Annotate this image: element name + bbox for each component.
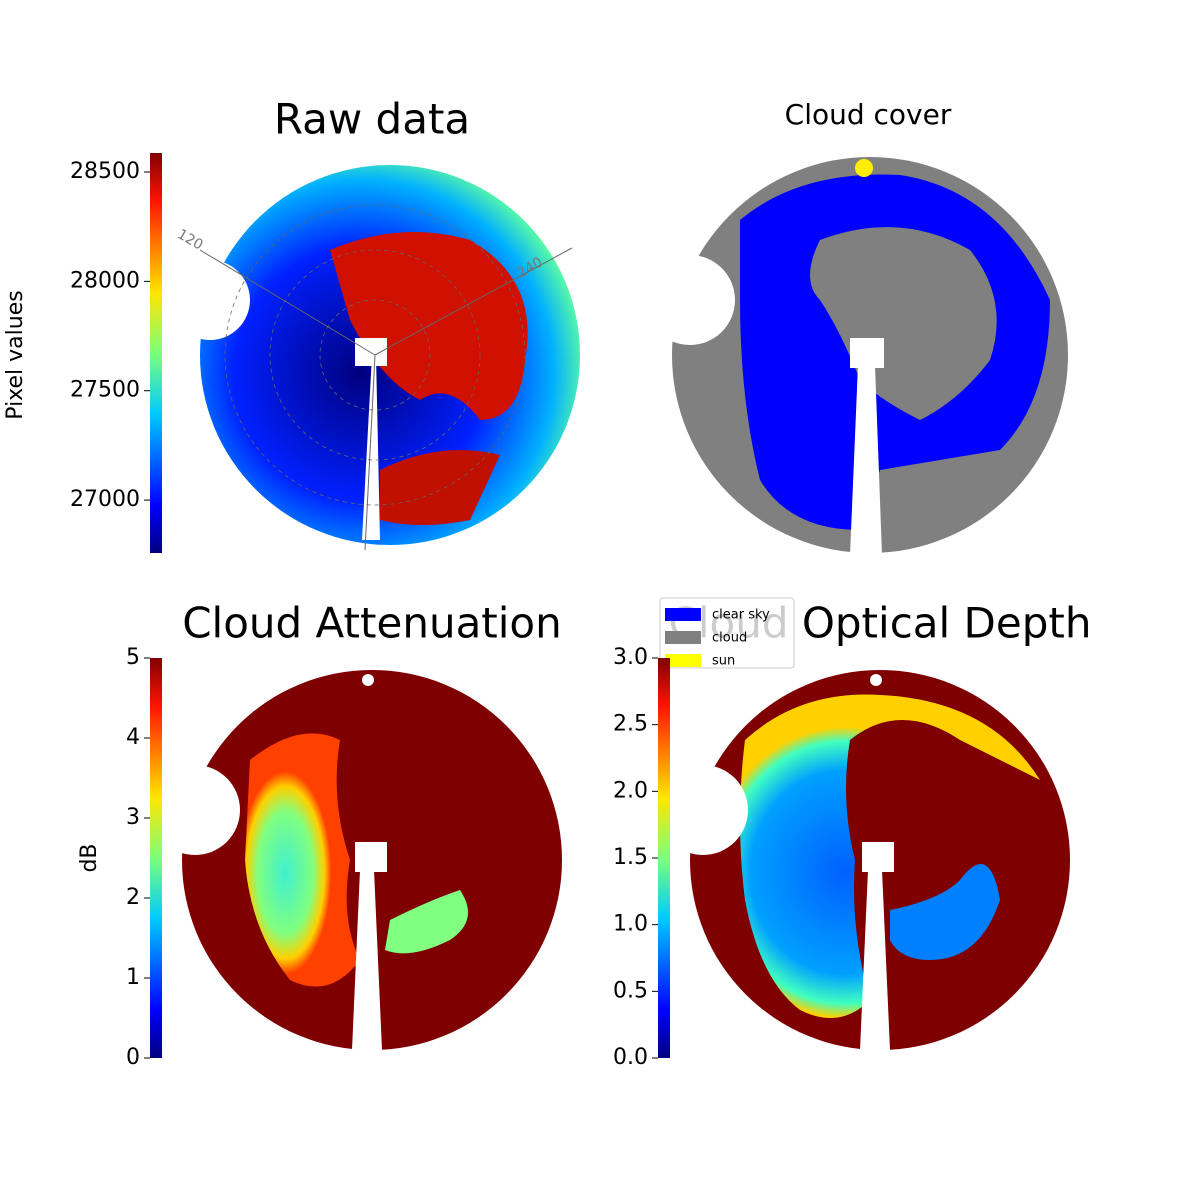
colorbar — [150, 153, 162, 553]
colorbar-tick-label: 4 — [126, 725, 140, 750]
colorbar-tick-label: 5 — [126, 645, 140, 670]
colorbar-tick-label: 2.5 — [613, 712, 648, 737]
panel-title: Cloud cover — [785, 98, 952, 131]
colorbar-label: dB — [77, 843, 102, 872]
legend-label: cloud — [712, 631, 747, 646]
legend-label: sun — [712, 654, 735, 669]
colorbar-tick-label: 1.0 — [613, 912, 648, 937]
colorbar-tick-label: 3 — [126, 805, 140, 830]
cloud-cover-image — [645, 157, 1068, 555]
legend-swatch — [665, 631, 701, 644]
colorbar-tick-label: 28000 — [70, 268, 140, 293]
colorbar-tick-label: 27500 — [70, 378, 140, 403]
legend-swatch — [665, 654, 701, 667]
optical-depth-image — [658, 670, 1070, 1050]
colorbar-tick-label: 27000 — [70, 487, 140, 512]
colorbar-tick-label: 2 — [126, 885, 140, 910]
colorbar-tick-label: 1 — [126, 965, 140, 990]
colorbar-tick-label: 0.0 — [613, 1045, 648, 1070]
colorbar-tick-label: 0.5 — [613, 978, 648, 1003]
panel-title: Cloud Attenuation — [182, 599, 562, 648]
colorbar-tick-label: 1.5 — [613, 845, 648, 870]
colorbar-tick-label: 28500 — [70, 159, 140, 184]
polar-label: 120 — [174, 226, 205, 253]
raw-image — [170, 165, 580, 551]
legend-label: clear sky — [712, 608, 770, 623]
colorbar-tick-label: 2.0 — [613, 778, 648, 803]
panel-title: Raw data — [274, 95, 470, 144]
colorbar — [150, 658, 162, 1058]
colorbar-tick-label: 0 — [126, 1045, 140, 1070]
colorbar-tick-label: 3.0 — [613, 645, 648, 670]
legend-swatch — [665, 608, 701, 621]
colorbar-label: Pixel values — [3, 290, 28, 419]
attenuation-image — [150, 670, 562, 1050]
colorbar — [658, 658, 670, 1058]
